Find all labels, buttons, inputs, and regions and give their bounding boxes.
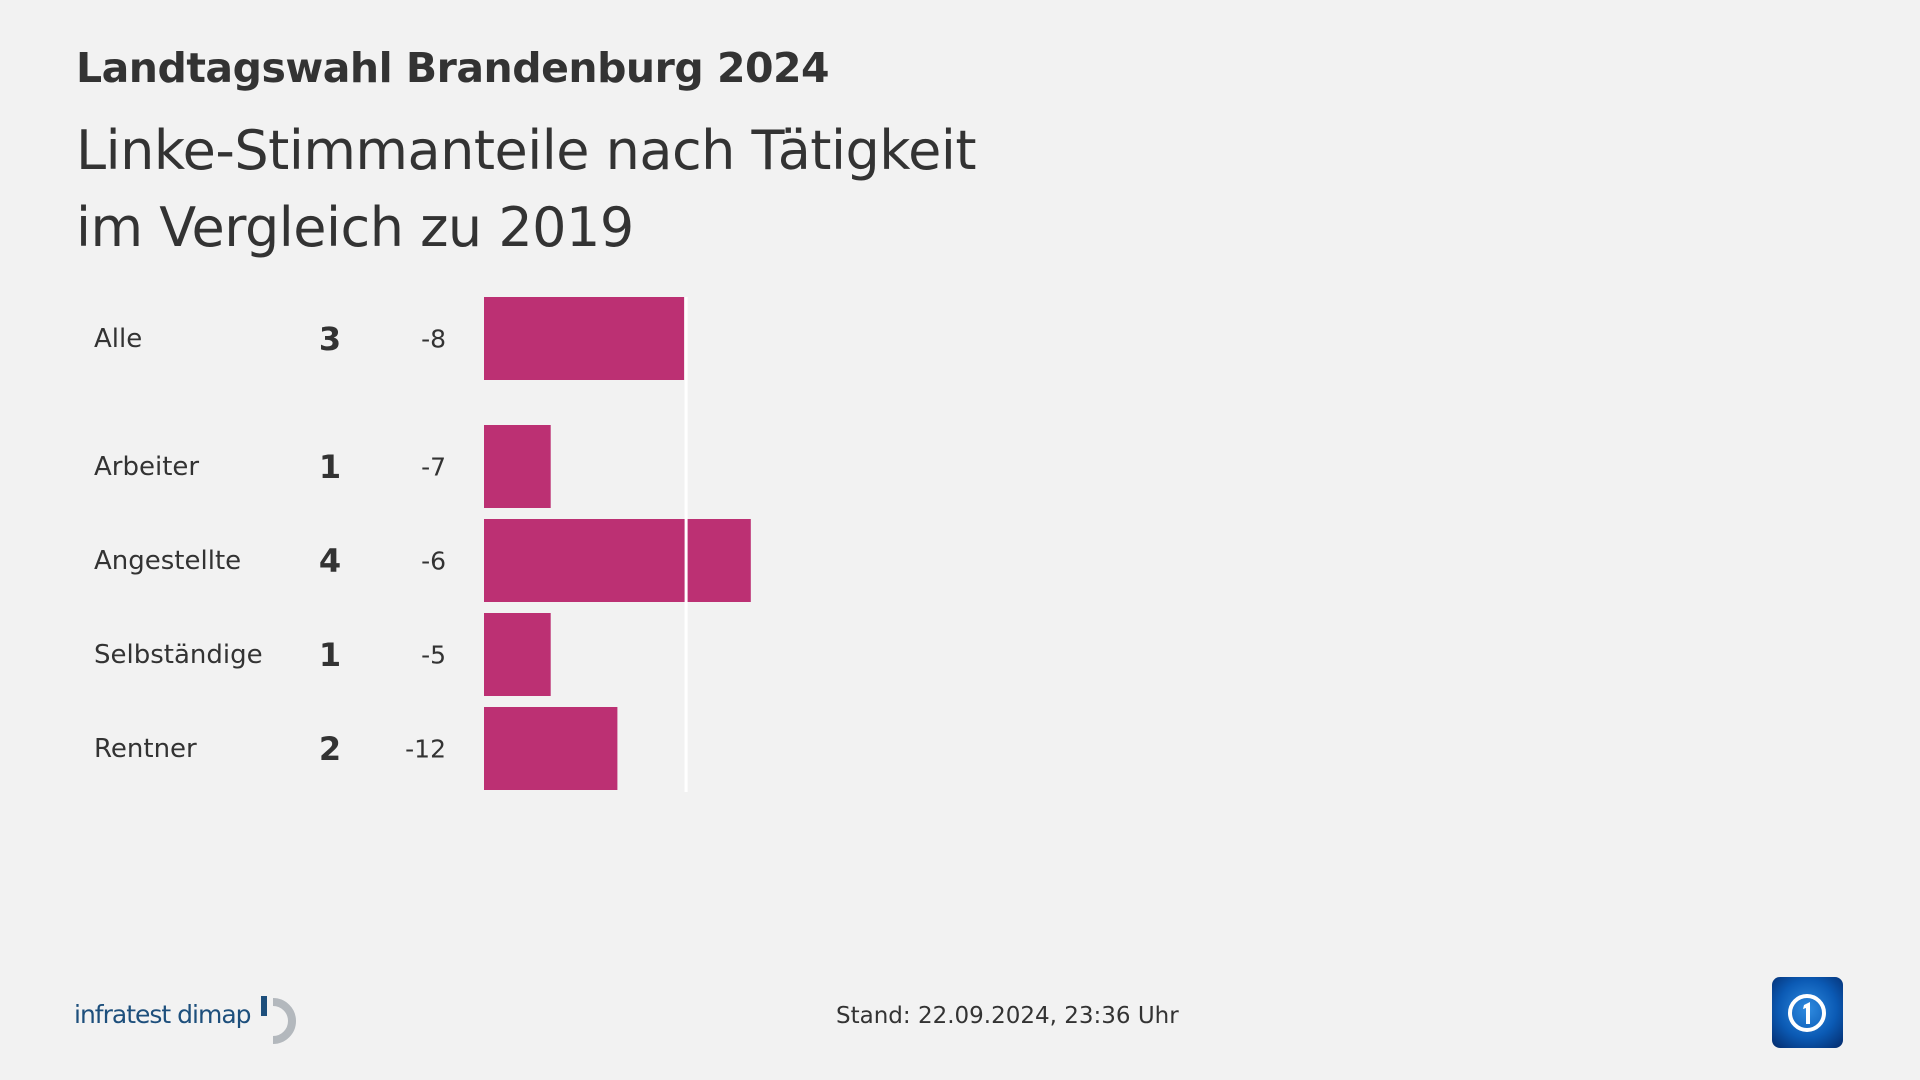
subtitle-line-1: Linke-Stimmanteile nach Tätigkeit <box>76 119 977 182</box>
category-label: Angestellte <box>94 545 242 576</box>
value-label: 3 <box>318 319 342 358</box>
ard-logo <box>1772 977 1843 1048</box>
timestamp: Stand: 22.09.2024, 23:36 Uhr <box>836 1003 1179 1029</box>
infratest-dimap-logo: infratest dimap <box>74 996 296 1044</box>
value-label: 1 <box>318 447 342 486</box>
category-label: Selbständige <box>94 639 263 670</box>
logo-text: infratest dimap <box>74 1000 252 1029</box>
value-label: 4 <box>318 541 342 580</box>
change-label: -8 <box>421 324 446 353</box>
value-label: 2 <box>318 729 342 768</box>
bar-arbeiter <box>484 425 551 508</box>
change-label: -5 <box>421 640 446 669</box>
change-label: -12 <box>405 734 446 763</box>
bar-rentner <box>484 707 618 790</box>
chart-title: Landtagswahl Brandenburg 2024 <box>76 44 830 92</box>
subtitle-line-2: im Vergleich zu 2019 <box>76 196 634 259</box>
bar-alle <box>484 297 685 380</box>
change-label: -7 <box>421 452 446 481</box>
category-label: Alle <box>94 323 143 354</box>
category-label: Arbeiter <box>94 451 200 482</box>
infratest-dimap-icon <box>261 996 296 1044</box>
chart-subtitle: Linke-Stimmanteile nach Tätigkeit im Ver… <box>76 112 977 266</box>
bar-selbständige <box>484 613 551 696</box>
change-label: -6 <box>421 546 446 575</box>
ard-one-icon <box>1788 994 1826 1032</box>
bar-angestellte <box>484 519 751 602</box>
value-label: 1 <box>318 635 342 674</box>
category-label: Rentner <box>94 733 197 764</box>
